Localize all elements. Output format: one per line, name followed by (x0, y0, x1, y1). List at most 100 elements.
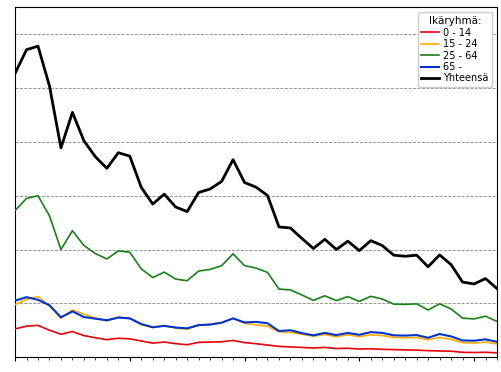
25 - 64 (321, 294, 327, 298)
Yhteensä (149, 202, 155, 206)
0 - 14 (413, 348, 419, 352)
25 - 64 (92, 251, 98, 256)
25 - 64 (24, 196, 30, 201)
15 - 24 (218, 320, 224, 325)
0 - 14 (218, 340, 224, 344)
15 - 24 (321, 332, 327, 337)
15 - 24 (344, 333, 350, 337)
0 - 14 (104, 337, 110, 342)
25 - 64 (367, 294, 373, 299)
65 - (229, 316, 235, 321)
15 - 24 (447, 337, 453, 341)
Yhteensä (115, 150, 121, 155)
15 - 24 (424, 337, 430, 342)
0 - 14 (356, 347, 362, 351)
25 - 64 (287, 288, 293, 292)
0 - 14 (378, 347, 384, 352)
65 - (344, 331, 350, 335)
15 - 24 (276, 330, 282, 334)
Yhteensä (161, 192, 167, 196)
15 - 24 (161, 323, 167, 328)
25 - 64 (47, 214, 53, 218)
15 - 24 (104, 318, 110, 323)
0 - 14 (298, 345, 304, 350)
65 - (298, 331, 304, 336)
15 - 24 (436, 335, 442, 340)
0 - 14 (470, 350, 476, 355)
0 - 14 (481, 350, 487, 355)
15 - 24 (138, 323, 144, 327)
25 - 64 (229, 251, 235, 256)
15 - 24 (229, 316, 235, 321)
Yhteensä (470, 282, 476, 286)
Yhteensä (92, 154, 98, 159)
25 - 64 (458, 316, 464, 320)
25 - 64 (195, 269, 201, 273)
65 - (321, 331, 327, 335)
25 - 64 (104, 257, 110, 261)
0 - 14 (127, 337, 133, 341)
0 - 14 (253, 341, 259, 346)
15 - 24 (470, 341, 476, 345)
65 - (184, 326, 190, 331)
Yhteensä (35, 44, 41, 48)
0 - 14 (401, 347, 407, 352)
65 - (207, 323, 213, 327)
Yhteensä (12, 71, 18, 76)
25 - 64 (470, 317, 476, 321)
15 - 24 (493, 342, 499, 346)
25 - 64 (127, 250, 133, 254)
15 - 24 (367, 333, 373, 337)
0 - 14 (92, 336, 98, 340)
25 - 64 (218, 263, 224, 268)
0 - 14 (115, 336, 121, 340)
65 - (149, 325, 155, 330)
0 - 14 (12, 327, 18, 331)
0 - 14 (149, 341, 155, 345)
65 - (390, 333, 396, 337)
Line: Yhteensä: Yhteensä (15, 46, 496, 289)
25 - 64 (447, 307, 453, 311)
Yhteensä (344, 239, 350, 243)
Line: 25 - 64: 25 - 64 (15, 196, 496, 321)
25 - 64 (344, 294, 350, 299)
0 - 14 (161, 340, 167, 344)
Line: 15 - 24: 15 - 24 (15, 296, 496, 344)
25 - 64 (424, 308, 430, 312)
0 - 14 (184, 343, 190, 347)
Yhteensä (458, 280, 464, 284)
Yhteensä (493, 286, 499, 291)
Yhteensä (401, 254, 407, 259)
25 - 64 (264, 270, 270, 275)
25 - 64 (35, 193, 41, 198)
0 - 14 (458, 350, 464, 355)
65 - (470, 339, 476, 343)
25 - 64 (149, 275, 155, 280)
25 - 64 (436, 302, 442, 306)
65 - (253, 320, 259, 324)
Yhteensä (127, 154, 133, 158)
Yhteensä (58, 145, 64, 150)
25 - 64 (276, 287, 282, 291)
Yhteensä (390, 253, 396, 257)
0 - 14 (310, 346, 316, 350)
Yhteensä (172, 205, 178, 209)
65 - (333, 333, 339, 337)
0 - 14 (172, 341, 178, 346)
0 - 14 (436, 349, 442, 353)
Yhteensä (24, 48, 30, 52)
Yhteensä (298, 236, 304, 241)
Yhteensä (138, 185, 144, 190)
Yhteensä (378, 243, 384, 248)
25 - 64 (390, 302, 396, 307)
0 - 14 (69, 329, 75, 334)
25 - 64 (413, 302, 419, 306)
65 - (104, 318, 110, 323)
15 - 24 (401, 336, 407, 340)
65 - (195, 323, 201, 327)
0 - 14 (424, 349, 430, 353)
25 - 64 (81, 243, 87, 248)
25 - 64 (161, 270, 167, 275)
15 - 24 (264, 324, 270, 328)
15 - 24 (413, 335, 419, 340)
